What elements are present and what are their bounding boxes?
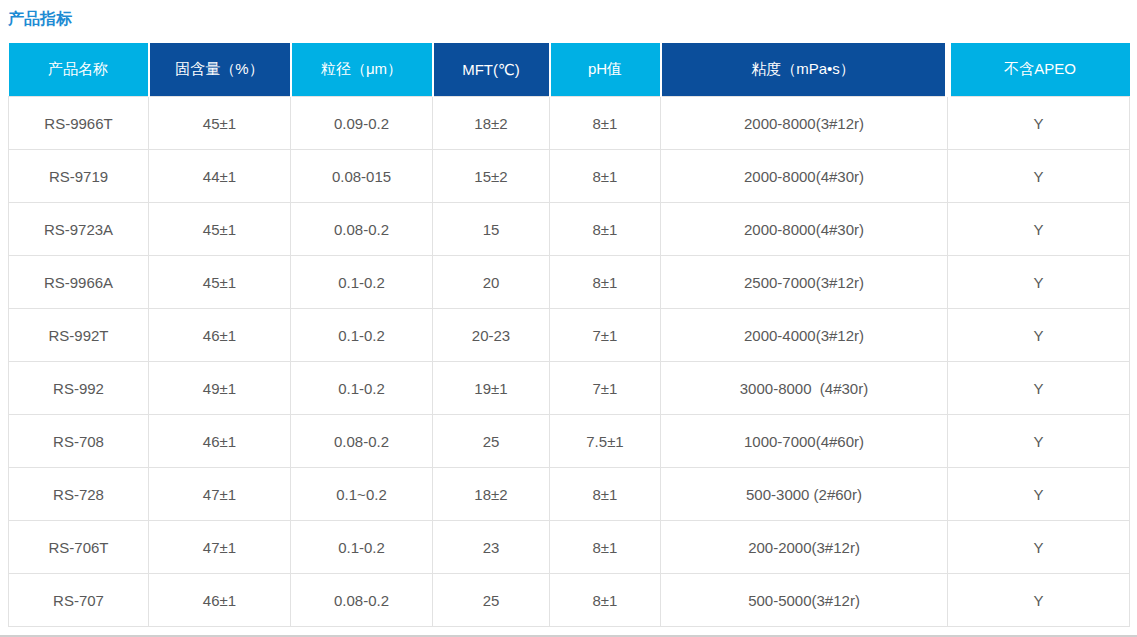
apeo-cell: Y (948, 309, 1130, 362)
apeo-cell: Y (948, 521, 1130, 574)
apeo-cell: Y (948, 574, 1130, 627)
mft-cell: 20-23 (433, 309, 550, 362)
particle-size-cell: 0.1-0.2 (291, 256, 433, 309)
particle-size-cell: 0.1-0.2 (291, 521, 433, 574)
col-header-viscosity: 粘度（mPa•s） (661, 43, 948, 97)
apeo-cell: Y (948, 362, 1130, 415)
particle-size-cell: 0.08-0.2 (291, 415, 433, 468)
solid-content-cell: 46±1 (149, 415, 291, 468)
table-header-row: 产品名称 固含量（%） 粒径（μm） MFT(℃) pH值 粘度（mPa•s） … (9, 43, 1130, 97)
particle-size-cell: 0.08-015 (291, 150, 433, 203)
product-name-cell: RS-9723A (9, 203, 149, 256)
table-row: RS-708 46±1 0.08-0.2 25 7.5±1 1000-7000(… (9, 415, 1130, 468)
solid-content-cell: 45±1 (149, 203, 291, 256)
viscosity-cell: 3000-8000 (4#30r) (661, 362, 948, 415)
ph-cell: 8±1 (550, 150, 661, 203)
solid-content-cell: 46±1 (149, 574, 291, 627)
viscosity-cell: 2000-8000(3#12r) (661, 97, 948, 150)
col-header-mft: MFT(℃) (433, 43, 550, 97)
mft-cell: 19±1 (433, 362, 550, 415)
apeo-cell: Y (948, 415, 1130, 468)
table-row: RS-706T 47±1 0.1-0.2 23 8±1 200-2000(3#1… (9, 521, 1130, 574)
col-header-apeo-free: 不含APEO (948, 43, 1130, 97)
solid-content-cell: 45±1 (149, 256, 291, 309)
apeo-cell: Y (948, 203, 1130, 256)
product-name-cell: RS-728 (9, 468, 149, 521)
particle-size-cell: 0.08-0.2 (291, 203, 433, 256)
product-name-cell: RS-9719 (9, 150, 149, 203)
table-row: RS-992T 46±1 0.1-0.2 20-23 7±1 2000-4000… (9, 309, 1130, 362)
solid-content-cell: 45±1 (149, 97, 291, 150)
ph-cell: 7±1 (550, 362, 661, 415)
product-name-cell: RS-706T (9, 521, 149, 574)
particle-size-cell: 0.09-0.2 (291, 97, 433, 150)
viscosity-cell: 200-2000(3#12r) (661, 521, 948, 574)
viscosity-cell: 2000-8000(4#30r) (661, 203, 948, 256)
mft-cell: 18±2 (433, 97, 550, 150)
solid-content-cell: 47±1 (149, 521, 291, 574)
product-name-cell: RS-992 (9, 362, 149, 415)
table-row: RS-992 49±1 0.1-0.2 19±1 7±1 3000-8000 (… (9, 362, 1130, 415)
table-row: RS-707 46±1 0.08-0.2 25 8±1 500-5000(3#1… (9, 574, 1130, 627)
col-header-particle-size: 粒径（μm） (291, 43, 433, 97)
solid-content-cell: 49±1 (149, 362, 291, 415)
apeo-cell: Y (948, 97, 1130, 150)
product-spec-table: 产品名称 固含量（%） 粒径（μm） MFT(℃) pH值 粘度（mPa•s） … (8, 43, 1130, 627)
mft-cell: 23 (433, 521, 550, 574)
product-name-cell: RS-707 (9, 574, 149, 627)
solid-content-cell: 46±1 (149, 309, 291, 362)
ph-cell: 8±1 (550, 521, 661, 574)
mft-cell: 25 (433, 574, 550, 627)
mft-cell: 25 (433, 415, 550, 468)
particle-size-cell: 0.1-0.2 (291, 309, 433, 362)
particle-size-cell: 0.1~0.2 (291, 468, 433, 521)
ph-cell: 8±1 (550, 574, 661, 627)
viscosity-cell: 2500-7000(3#12r) (661, 256, 948, 309)
table-row: RS-728 47±1 0.1~0.2 18±2 8±1 500-3000 (2… (9, 468, 1130, 521)
mft-cell: 18±2 (433, 468, 550, 521)
product-name-cell: RS-708 (9, 415, 149, 468)
table-row: RS-9719 44±1 0.08-015 15±2 8±1 2000-8000… (9, 150, 1130, 203)
ph-cell: 8±1 (550, 468, 661, 521)
viscosity-cell: 500-3000 (2#60r) (661, 468, 948, 521)
viscosity-cell: 2000-8000(4#30r) (661, 150, 948, 203)
table-row: RS-9966T 45±1 0.09-0.2 18±2 8±1 2000-800… (9, 97, 1130, 150)
product-name-cell: RS-9966T (9, 97, 149, 150)
viscosity-cell: 500-5000(3#12r) (661, 574, 948, 627)
ph-cell: 8±1 (550, 256, 661, 309)
mft-cell: 15 (433, 203, 550, 256)
ph-cell: 8±1 (550, 97, 661, 150)
table-row: RS-9966A 45±1 0.1-0.2 20 8±1 2500-7000(3… (9, 256, 1130, 309)
page-title: 产品指标 (8, 9, 1137, 28)
solid-content-cell: 47±1 (149, 468, 291, 521)
viscosity-cell: 2000-4000(3#12r) (661, 309, 948, 362)
apeo-cell: Y (948, 468, 1130, 521)
mft-cell: 20 (433, 256, 550, 309)
apeo-cell: Y (948, 150, 1130, 203)
col-header-ph: pH值 (550, 43, 661, 97)
apeo-cell: Y (948, 256, 1130, 309)
col-header-solid-content: 固含量（%） (149, 43, 291, 97)
particle-size-cell: 0.1-0.2 (291, 362, 433, 415)
particle-size-cell: 0.08-0.2 (291, 574, 433, 627)
col-header-product-name: 产品名称 (9, 43, 149, 97)
viscosity-cell: 1000-7000(4#60r) (661, 415, 948, 468)
product-name-cell: RS-9966A (9, 256, 149, 309)
product-name-cell: RS-992T (9, 309, 149, 362)
ph-cell: 7.5±1 (550, 415, 661, 468)
ph-cell: 8±1 (550, 203, 661, 256)
mft-cell: 15±2 (433, 150, 550, 203)
solid-content-cell: 44±1 (149, 150, 291, 203)
ph-cell: 7±1 (550, 309, 661, 362)
table-row: RS-9723A 45±1 0.08-0.2 15 8±1 2000-8000(… (9, 203, 1130, 256)
